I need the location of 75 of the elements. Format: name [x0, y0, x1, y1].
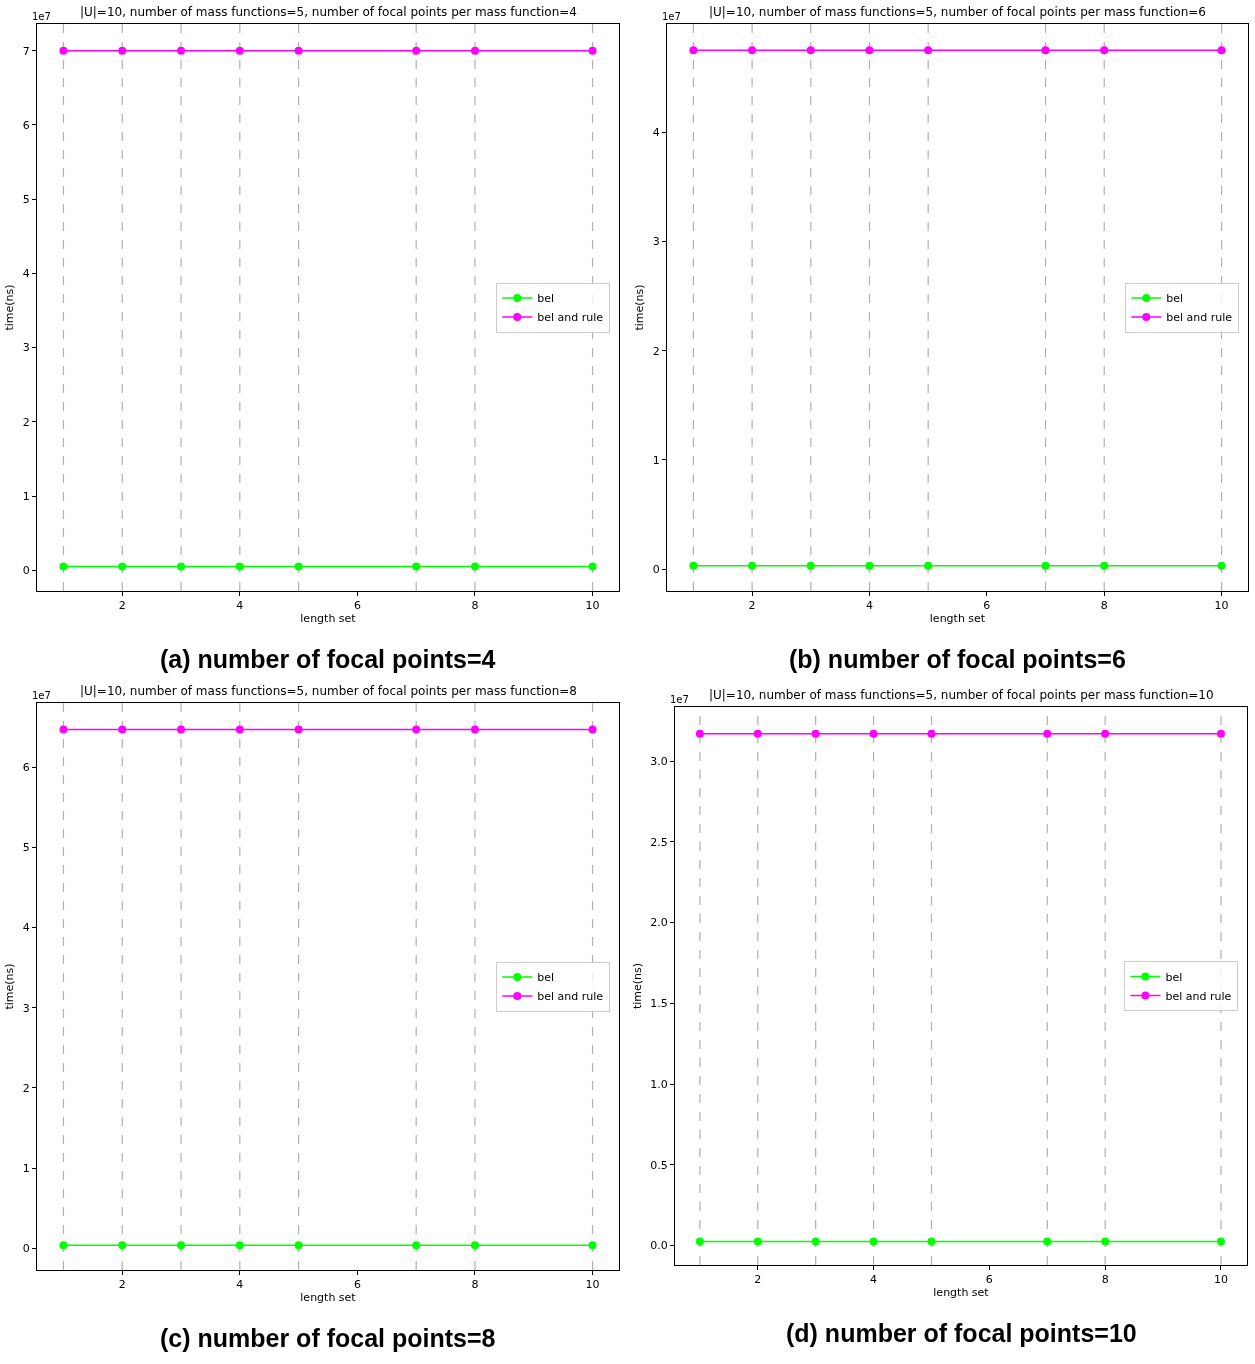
y-tick-label: 0 — [652, 563, 660, 576]
text: 1e7 — [32, 690, 51, 701]
y-tick-label: 1.0 — [650, 1077, 668, 1091]
legend-label: bel and rule — [537, 311, 604, 325]
x-tick-label: 2 — [118, 1278, 126, 1292]
y-tick-label: 2.5 — [650, 835, 668, 849]
text: 1e7 — [32, 11, 51, 22]
x-tick-label: 8 — [471, 599, 479, 613]
y-tick-label: 0.0 — [650, 1239, 668, 1253]
x-tick-label: 8 — [471, 1278, 479, 1292]
chart-title: |U|=10, number of mass functions=5, number of focal points per mass function=6 — [709, 5, 1206, 19]
y-tick-label: 6 — [22, 118, 30, 132]
y-axis-title: time(ns) — [3, 284, 17, 331]
x-axis-title: length set — [300, 612, 357, 626]
y-tick-label: 3 — [22, 1001, 30, 1015]
y-tick-label: 1 — [652, 453, 660, 467]
chart-title: |U|=10, number of mass functions=5, number of focal points per mass function=4 — [80, 5, 577, 19]
y-tick-label: 2.0 — [650, 916, 668, 930]
legend-label: bel — [537, 971, 555, 985]
x-tick-label: 6 — [983, 599, 991, 613]
y-tick-label: 5 — [22, 841, 30, 855]
y-axis-title: time(ns) — [633, 284, 647, 331]
x-tick-label: 4 — [236, 1278, 244, 1292]
y-tick-label: 1.5 — [650, 997, 668, 1011]
x-axis-title: length set — [929, 612, 986, 626]
y-tick-label: 0 — [22, 564, 30, 578]
x-tick-label: 8 — [1100, 599, 1108, 613]
y-tick-label: 0.5 — [650, 1158, 668, 1172]
x-tick-label: 2 — [754, 1273, 762, 1287]
x-tick-label: 4 — [236, 599, 244, 613]
y-tick-label: 0 — [22, 1242, 30, 1256]
y-tick-label: 1 — [22, 1162, 30, 1175]
x-tick-label: 6 — [985, 1273, 993, 1287]
legend-label: bel and rule — [537, 990, 604, 1004]
legend-label: bel and rule — [1166, 311, 1233, 325]
x-tick-label: 10 — [585, 1278, 600, 1292]
y-axis-title: time(ns) — [630, 962, 644, 1010]
y-axis-title: time(ns) — [3, 963, 17, 1010]
y-tick-label: 5 — [22, 193, 30, 206]
x-tick-label: 8 — [1101, 1273, 1109, 1287]
y-tick-label: 2 — [22, 415, 30, 429]
legend-label: bel — [537, 292, 555, 306]
x-tick-label: 10 — [1213, 1273, 1228, 1287]
x-tick-label: 2 — [748, 599, 756, 613]
legend-label: bel — [1166, 292, 1184, 306]
chart-title: |U|=10, number of mass functions=5, number of focal points per mass function=8 — [80, 684, 577, 698]
y-tick-label: 4 — [22, 267, 30, 281]
x-tick-label: 10 — [1214, 599, 1229, 613]
legend-label: bel — [1165, 970, 1183, 984]
y-tick-label: 3 — [652, 235, 660, 249]
x-tick-label: 2 — [118, 599, 126, 613]
text: (c) number of focal points=8 — [160, 1324, 496, 1352]
text: 1e7 — [662, 11, 681, 22]
x-tick-label: 6 — [353, 599, 361, 613]
text: 1e7 — [670, 694, 689, 705]
x-axis-title: length set — [933, 1286, 990, 1300]
y-tick-label: 6 — [22, 761, 30, 775]
y-tick-label: 3.0 — [650, 754, 668, 768]
x-tick-label: 10 — [585, 599, 600, 613]
text: (d) number of focal points=10 — [786, 1319, 1137, 1347]
x-tick-label: 4 — [870, 1273, 878, 1287]
text: (b) number of focal points=6 — [789, 645, 1126, 673]
y-tick-label: 3 — [22, 341, 30, 355]
y-tick-label: 4 — [22, 921, 30, 935]
x-tick-label: 6 — [353, 1278, 361, 1292]
x-axis-title: length set — [300, 1291, 357, 1305]
text: (a) number of focal points=4 — [160, 645, 496, 673]
y-tick-label: 2 — [22, 1081, 30, 1095]
legend-label: bel and rule — [1165, 989, 1232, 1003]
y-tick-label: 7 — [22, 44, 30, 58]
y-tick-label: 4 — [652, 126, 660, 140]
y-tick-label: 1 — [22, 489, 30, 503]
x-tick-label: 4 — [865, 599, 873, 613]
y-tick-label: 2 — [652, 344, 660, 358]
chart-title: |U|=10, number of mass functions=5, number of focal points per mass function=10 — [709, 688, 1214, 702]
